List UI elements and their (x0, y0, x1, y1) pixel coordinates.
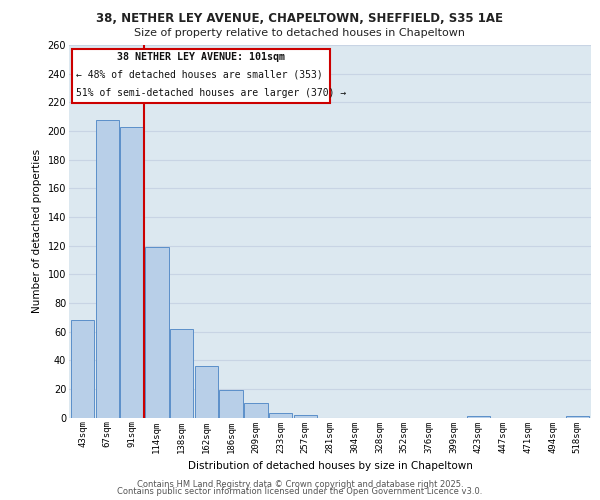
Bar (71, 320, 94, 418)
Text: Contains HM Land Registry data © Crown copyright and database right 2025.: Contains HM Land Registry data © Crown c… (137, 480, 463, 489)
Text: ← 48% of detached houses are smaller (353): ← 48% of detached houses are smaller (35… (76, 70, 323, 80)
Text: 38 NETHER LEY AVENUE: 101sqm: 38 NETHER LEY AVENUE: 101sqm (117, 52, 285, 62)
Text: Contains public sector information licensed under the Open Government Licence v3: Contains public sector information licen… (118, 487, 482, 496)
Bar (95, 120, 119, 418)
Text: 38, NETHER LEY AVENUE, CHAPELTOWN, SHEFFIELD, S35 1AE: 38, NETHER LEY AVENUE, CHAPELTOWN, SHEFF… (97, 12, 503, 26)
FancyBboxPatch shape (71, 48, 330, 102)
Bar (566, 416, 589, 418)
Y-axis label: Number of detached properties: Number of detached properties (32, 149, 42, 314)
Bar (170, 328, 193, 418)
Bar (467, 416, 490, 418)
Bar (145, 247, 169, 418)
Bar (121, 126, 144, 418)
Bar (293, 414, 317, 418)
Bar (219, 390, 243, 417)
Bar (244, 403, 268, 417)
Text: 51% of semi-detached houses are larger (370) →: 51% of semi-detached houses are larger (… (76, 88, 346, 98)
Text: Size of property relative to detached houses in Chapeltown: Size of property relative to detached ho… (134, 28, 466, 38)
X-axis label: Distribution of detached houses by size in Chapeltown: Distribution of detached houses by size … (188, 461, 472, 471)
Bar (194, 366, 218, 418)
Bar (269, 413, 292, 418)
